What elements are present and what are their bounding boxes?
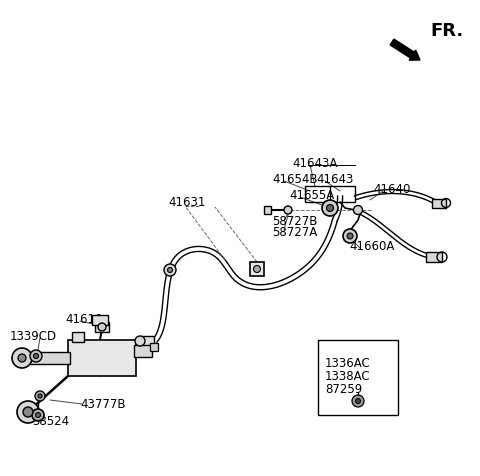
Circle shape [343,229,357,243]
Text: 1339CD: 1339CD [10,330,57,343]
Circle shape [30,350,42,362]
Bar [95,322,109,332]
Text: 41655A: 41655A [289,189,334,202]
Bar [432,199,446,208]
Circle shape [35,391,45,401]
Text: 41640: 41640 [373,183,410,196]
Circle shape [36,413,40,417]
Text: 41643A: 41643A [292,157,337,170]
Bar [318,340,398,415]
Bar [68,340,136,376]
Text: 58524: 58524 [32,415,69,428]
Text: 41660A: 41660A [349,240,395,253]
Text: 41631: 41631 [168,196,205,209]
Bar [305,186,355,202]
Circle shape [168,268,172,272]
Circle shape [23,407,33,417]
Circle shape [12,348,32,368]
Circle shape [356,398,360,404]
Text: 1336AC: 1336AC [325,357,371,370]
Circle shape [353,206,362,215]
Bar [92,315,108,325]
Circle shape [17,401,39,423]
Circle shape [18,354,26,362]
Bar [72,332,84,342]
Bar [134,345,152,357]
Circle shape [135,336,145,346]
FancyArrow shape [390,39,420,60]
Circle shape [352,395,364,407]
Bar [250,262,264,276]
Circle shape [347,233,353,239]
Text: 43777B: 43777B [80,398,125,411]
Circle shape [164,264,176,276]
Bar [150,343,158,351]
Text: 41610: 41610 [65,313,102,326]
Text: 41643: 41643 [316,173,353,186]
Text: 87259: 87259 [325,383,362,396]
Bar [264,206,271,214]
Text: 1338AC: 1338AC [325,370,371,383]
Text: 41654B: 41654B [272,173,317,186]
Bar [426,252,442,262]
Text: 58727A: 58727A [272,226,317,239]
Circle shape [284,206,292,214]
Bar [20,352,70,364]
Circle shape [322,200,338,216]
Bar [140,336,154,346]
Circle shape [32,409,44,421]
Circle shape [38,394,42,398]
Text: FR.: FR. [430,22,463,40]
Circle shape [326,205,334,211]
Circle shape [253,266,261,272]
Text: 58727B: 58727B [272,215,317,228]
Circle shape [34,354,38,358]
Circle shape [98,323,106,331]
